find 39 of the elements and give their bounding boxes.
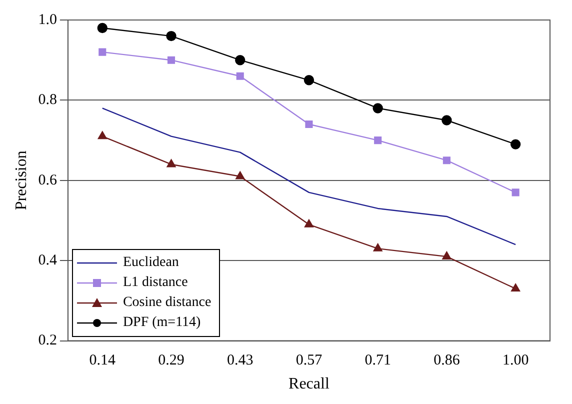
point	[442, 156, 450, 164]
point	[98, 131, 107, 140]
point	[235, 55, 246, 66]
point	[304, 219, 314, 228]
x-tick-label: 0.57	[296, 352, 323, 369]
legend-label: Cosine distance	[122, 294, 212, 311]
x-axis-title: Recall	[288, 376, 330, 393]
point	[97, 22, 108, 34]
legend-label: Euclidean	[122, 254, 179, 271]
point	[372, 103, 383, 114]
x-tick-label: 0.86	[434, 352, 460, 369]
y-tick-label: 0.2	[38, 332, 57, 349]
y-tick-label: 0.4	[38, 252, 58, 269]
point	[166, 30, 176, 42]
x-tick-label: 0.29	[158, 352, 184, 369]
point	[510, 139, 521, 150]
point	[166, 159, 176, 168]
x-tick-label: 0.43	[226, 352, 254, 369]
y-tick-label: 1.0	[38, 12, 57, 28]
point	[305, 120, 313, 128]
legend-label: L1 distance	[122, 274, 188, 291]
x-tick-label: 1.00	[502, 352, 529, 369]
point	[512, 188, 520, 196]
point	[304, 75, 314, 86]
point	[442, 115, 452, 126]
y-tick-label: 0.8	[38, 92, 57, 108]
point	[373, 243, 382, 252]
point	[167, 56, 176, 64]
point	[442, 251, 452, 260]
point	[511, 284, 520, 292]
point	[374, 136, 382, 144]
point	[236, 72, 244, 80]
point	[98, 48, 106, 56]
point	[236, 171, 245, 180]
x-tick-label: 0.14	[89, 352, 116, 369]
x-tick-label: 0.71	[364, 352, 391, 369]
legend-label: DPF (m=114)	[122, 314, 201, 331]
y-axis-title: Precision	[12, 150, 30, 210]
y-tick-label: 0.6	[38, 172, 58, 188]
